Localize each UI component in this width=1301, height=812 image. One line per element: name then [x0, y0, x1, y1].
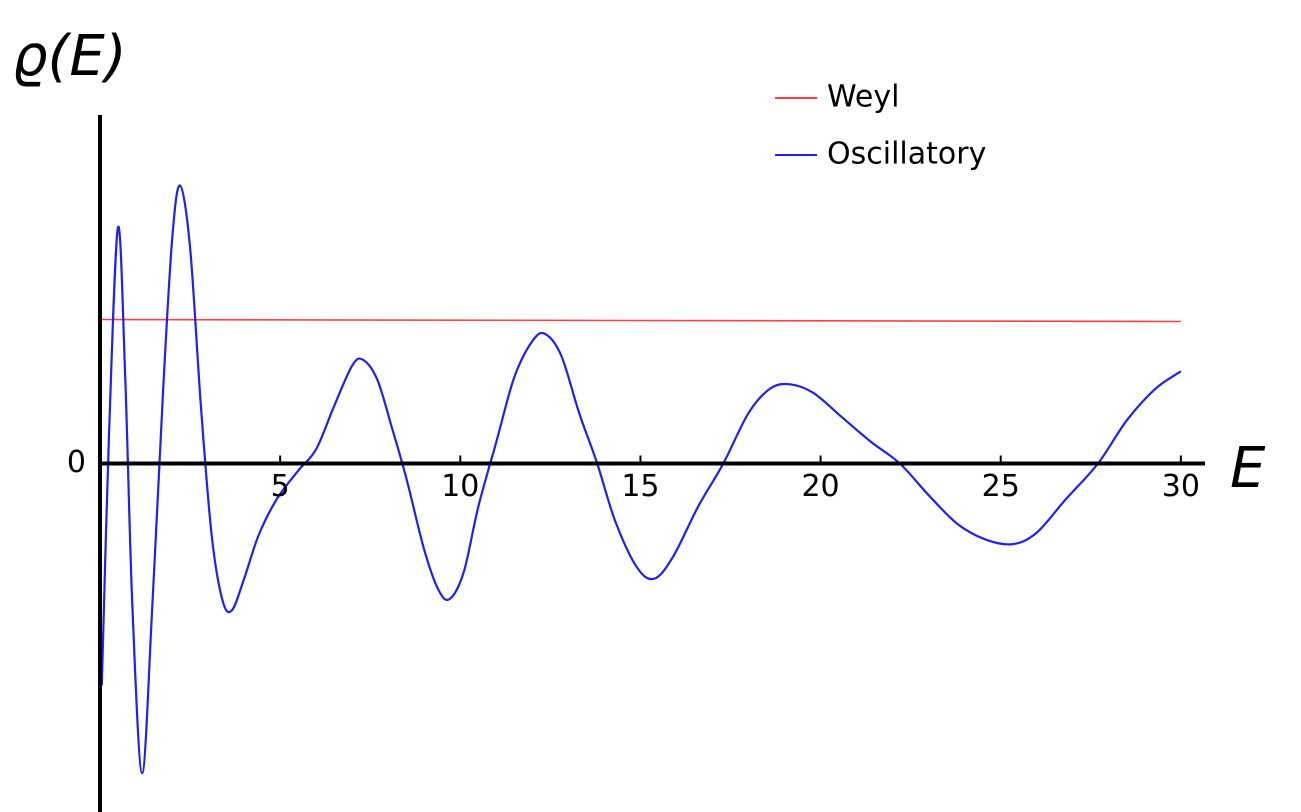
series-line	[101, 318, 1181, 323]
x-tick-label: 25	[982, 469, 1020, 504]
series-line	[100, 184, 1182, 775]
x-tick-label: 30	[1162, 469, 1200, 504]
x-axis-title: E	[1230, 436, 1266, 501]
legend-label: Weyl	[827, 80, 899, 115]
legend-label: Oscillatory	[827, 137, 986, 172]
y-axis-title: ϱ(E)	[12, 24, 127, 89]
x-tick-label: 20	[801, 469, 839, 504]
x-tick-label: 15	[621, 469, 659, 504]
y-tick-label: 0	[67, 445, 86, 480]
x-tick-label: 5	[271, 469, 290, 504]
x-tick-label: 10	[441, 469, 479, 504]
